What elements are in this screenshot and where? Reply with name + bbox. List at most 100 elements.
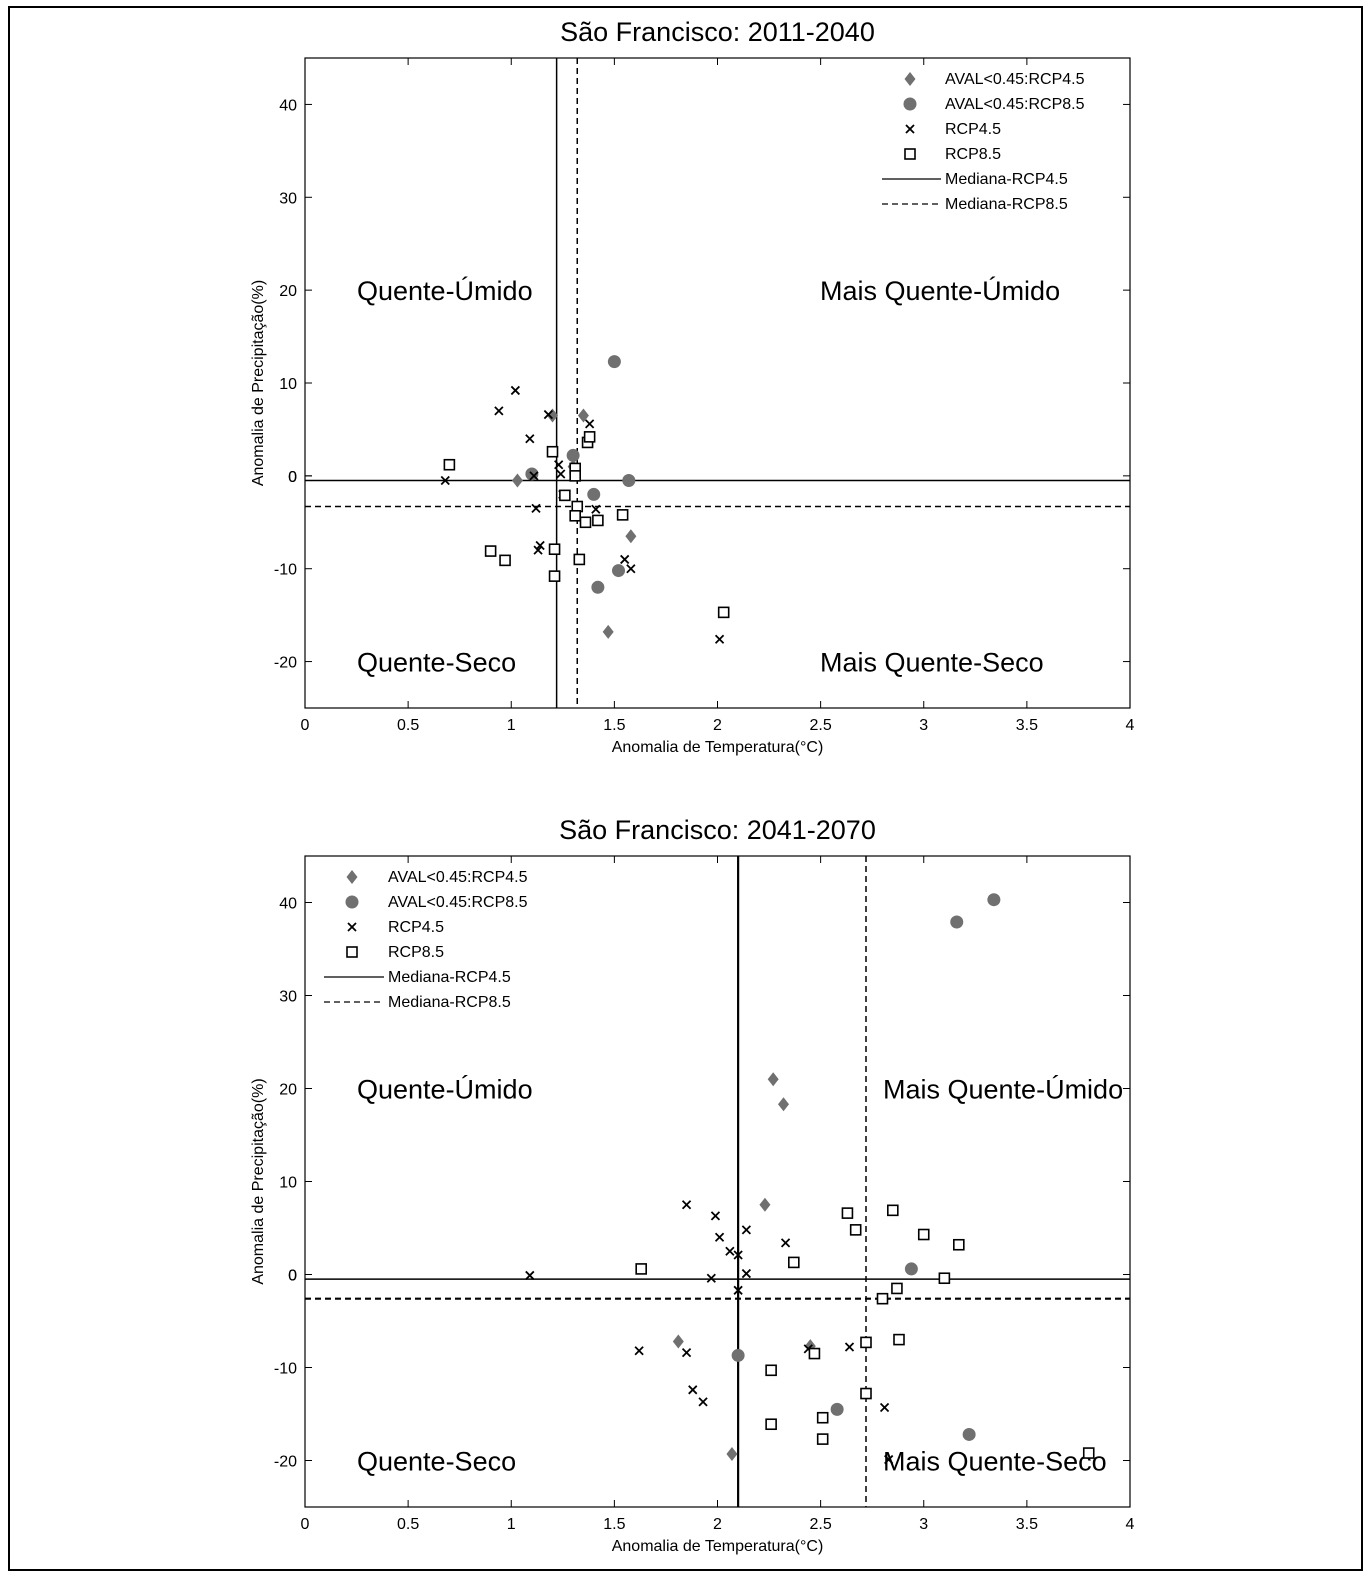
quadrant-label-top-right: Mais Quente-Úmido [883,1074,1123,1105]
y-tick-label: 30 [279,989,297,1006]
x-tick-label: 3.5 [1016,1516,1038,1533]
data-point-square [569,509,581,522]
data-point-diamond [759,1197,771,1212]
quadrant-label-top-left: Quente-Úmido [357,1074,533,1105]
data-point-x-stroke-b [626,564,636,574]
data-point-x [584,419,595,429]
data-point-x-stroke-b [780,1238,791,1248]
x-tick-label: 1 [507,717,516,734]
data-point-square [891,1282,903,1295]
x-tick-label: 0.5 [397,1516,419,1533]
y-tick-label: -10 [274,562,297,579]
legend-marker [903,97,917,111]
data-point-square [860,1387,872,1400]
data-point-diamond [767,1072,779,1087]
data-point-square [546,445,559,458]
data-point-circle [612,564,625,578]
data-point-square [484,545,497,557]
x-tick-label: 0 [301,717,310,734]
data-point-x [543,409,554,420]
data-point-x-stroke-b [733,1285,743,1295]
quadrant-label-bottom-right: Mais Quente-Seco [820,648,1044,678]
data-point-square [573,553,586,566]
data-point-x-stroke-b [698,1397,708,1407]
y-tick-label: 40 [279,896,297,913]
data-point-x [591,504,601,514]
data-point-diamond [602,624,614,639]
data-point-square [849,1224,862,1236]
y-tick-label: 0 [288,1268,297,1285]
data-point-square [443,458,456,471]
data-point-x [714,634,725,644]
data-point-square [860,1336,872,1349]
legend-label: AVAL<0.45:RCP8.5 [945,96,1085,113]
series-x [525,1200,894,1465]
data-point-x-stroke-b [620,554,630,565]
x-tick-label: 3 [919,717,928,734]
series-square [443,431,730,619]
legend-label: Mediana-RCP8.5 [945,196,1068,213]
data-point-square [788,1256,800,1269]
data-point-diamond [577,408,589,423]
plot-area-border [304,57,1131,709]
legend-marker [905,124,915,134]
data-point-square [559,489,571,502]
data-point-circle [591,580,605,594]
data-point-x-stroke-b [879,1402,890,1413]
data-point-x [681,1347,692,1358]
legend-label: Mediana-RCP4.5 [388,969,511,986]
data-point-x [533,545,543,555]
x-tick-label: 1.5 [603,717,625,734]
data-point-square [953,1238,965,1251]
data-point-x [741,1268,752,1279]
legend-label: Mediana-RCP4.5 [945,171,1068,188]
y-axis-label: Anomalia de Precipitação(%) [250,280,267,486]
data-point-x-stroke-b [741,1268,752,1279]
data-point-diamond [778,1097,789,1112]
data-point-square [548,543,561,556]
data-point-x [494,406,504,416]
data-point-x [741,1225,752,1235]
legend-label: AVAL<0.45:RCP4.5 [388,869,528,886]
data-point-x [440,475,450,486]
quadrant-label-top-right: Mais Quente-Úmido [820,275,1060,306]
chart-title: São Francisco: 2041-2070 [559,815,876,845]
x-tick-label: 2.5 [810,717,832,734]
data-point-x [626,564,636,574]
quadrant-label-bottom-left: Quente-Seco [357,1447,516,1477]
x-tick-label: 2 [713,717,722,734]
data-point-square [499,554,511,567]
legend-marker-stroke-b [347,922,357,932]
data-point-circle [622,474,636,487]
x-tick-label: 4 [1126,1516,1135,1533]
legend-label: RCP8.5 [945,146,1001,163]
data-point-x [556,469,566,479]
data-point-x [510,385,521,396]
data-point-x-stroke-b [741,1225,752,1235]
data-point-x-stroke-b [803,1344,813,1354]
legend: AVAL<0.45:RCP4.5 AVAL<0.45:RCP8.5 RCP4.5 RC… [882,71,1085,213]
data-point-square [579,516,592,529]
data-point-x [710,1211,721,1221]
data-point-circle [962,1427,976,1441]
legend-marker [346,870,358,884]
x-tick-label: 3.5 [1016,717,1038,734]
y-tick-label: 10 [279,376,297,393]
data-point-x-stroke-b [844,1342,855,1352]
data-point-x-stroke-b [543,409,554,420]
y-tick-label: 0 [288,469,297,486]
data-point-x [634,1346,644,1356]
data-point-square [893,1333,905,1346]
data-point-square [938,1272,951,1285]
x-axis-label: Anomalia de Temperatura(°C) [612,1538,824,1555]
data-point-x-stroke-b [440,475,450,486]
x-tick-label: 3 [919,1516,928,1533]
data-point-circle [987,893,1001,907]
series-diamond [672,1072,816,1461]
data-point-square [816,1433,829,1445]
data-point-square [592,514,604,527]
data-point-circle [607,355,621,369]
figure-frame [8,6,1363,1571]
data-point-x [525,1270,535,1281]
